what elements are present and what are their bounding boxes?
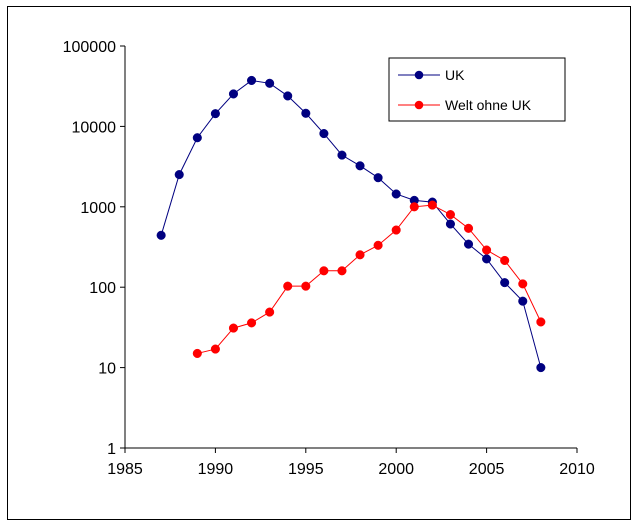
legend-marker — [414, 100, 424, 110]
data-point — [192, 133, 202, 143]
y-tick-label: 100000 — [63, 39, 116, 56]
series-1 — [192, 200, 546, 358]
data-point — [463, 223, 474, 233]
data-point — [355, 250, 365, 260]
series-line — [160, 79, 542, 368]
data-point — [445, 210, 455, 220]
data-point — [210, 109, 220, 119]
series-layer — [156, 75, 546, 373]
data-point — [337, 266, 347, 276]
y-tick-label: 10 — [98, 361, 116, 378]
data-point — [536, 317, 546, 327]
chart: 1 10 100 1000 10000 100000 1985 1990 1995 2000 200… — [63, 39, 595, 478]
y-tick-label: 10000 — [72, 119, 117, 136]
data-point — [500, 278, 510, 288]
data-point — [265, 307, 275, 317]
series-0 — [156, 75, 546, 373]
data-point — [228, 323, 239, 333]
y-tick-label: 100 — [89, 280, 116, 297]
data-point — [355, 161, 365, 171]
data-point — [319, 128, 329, 139]
x-tick-label: 1985 — [107, 461, 143, 478]
data-point — [482, 245, 492, 255]
data-point — [518, 279, 528, 289]
data-point — [500, 255, 510, 266]
axes: 1 10 100 1000 10000 100000 1985 1990 1995 2000 200… — [63, 39, 595, 478]
y-tick-label: 1 — [107, 441, 116, 458]
data-point — [319, 266, 329, 276]
x-tick-label: 1995 — [288, 461, 324, 478]
data-point — [301, 281, 311, 291]
data-point — [536, 363, 546, 373]
legend-box — [388, 57, 566, 122]
data-point — [463, 239, 474, 249]
data-point — [283, 91, 293, 101]
data-point — [373, 240, 383, 250]
data-point — [409, 202, 419, 212]
data-point — [427, 200, 437, 210]
data-point — [228, 89, 239, 99]
data-point — [337, 150, 347, 160]
data-point — [192, 348, 202, 358]
series-line — [197, 204, 542, 354]
x-tick-label: 2010 — [559, 461, 595, 478]
x-tick-label: 2000 — [378, 461, 414, 478]
data-point — [391, 225, 401, 235]
chart-frame: 1 10 100 1000 10000 100000 1985 1990 1995 2000 200… — [7, 6, 631, 520]
data-point — [482, 254, 492, 264]
data-point — [156, 230, 166, 240]
x-tick-label: 2005 — [469, 461, 505, 478]
data-point — [301, 108, 311, 118]
data-point — [283, 281, 293, 291]
data-point — [445, 219, 455, 229]
y-tick-label: 1000 — [80, 200, 116, 217]
data-point — [373, 173, 383, 183]
data-point — [265, 78, 275, 88]
data-point — [247, 75, 257, 86]
legend-label: UK — [445, 67, 465, 83]
data-point — [174, 170, 184, 180]
data-point — [391, 189, 401, 199]
data-point — [247, 318, 257, 328]
x-tick-label: 1990 — [198, 461, 234, 478]
legend-marker — [414, 70, 424, 80]
legend: UK Welt ohne UK — [388, 57, 566, 122]
legend-label: Welt ohne UK — [445, 97, 532, 113]
data-point — [210, 344, 220, 354]
data-point — [518, 296, 528, 306]
